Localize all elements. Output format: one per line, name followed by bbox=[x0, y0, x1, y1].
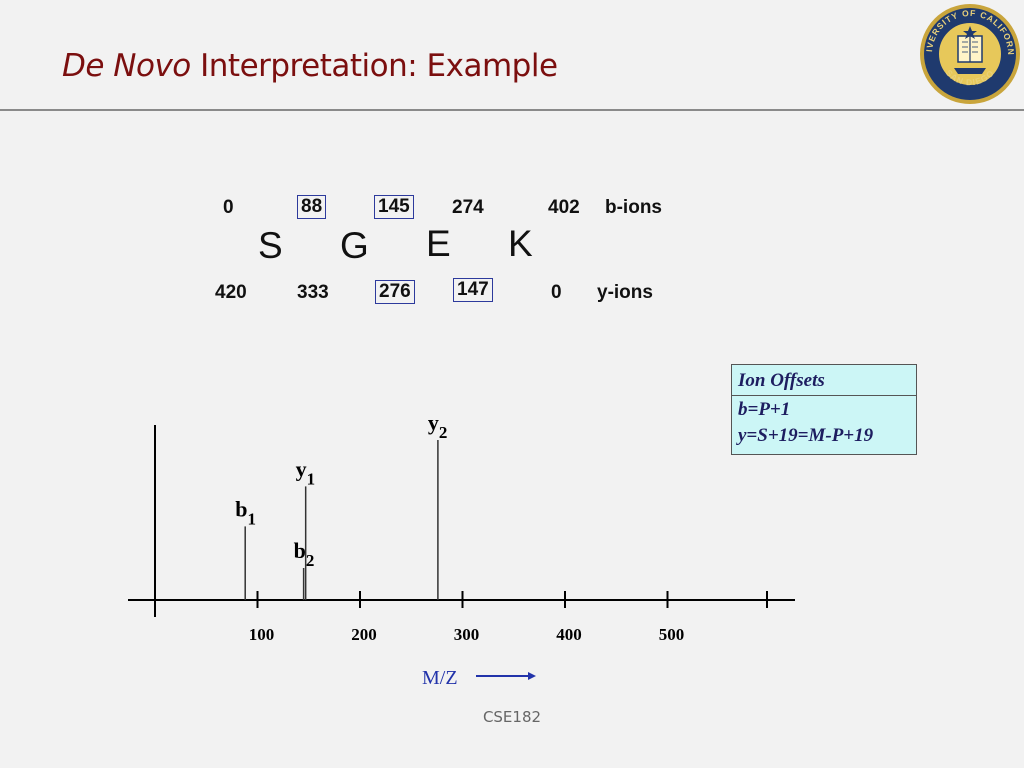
title-divider bbox=[0, 109, 1024, 111]
peak-label-b2: b2 bbox=[294, 538, 315, 570]
b-ion-4: 402 bbox=[548, 197, 580, 218]
peak-label-b1: b1 bbox=[235, 496, 256, 528]
y-ion-2: 276 bbox=[375, 280, 415, 304]
mz-arrow-head bbox=[528, 672, 536, 680]
residue-2: E bbox=[426, 223, 451, 264]
y-ion-0: 420 bbox=[215, 282, 247, 303]
b-offset-formula: b=P+1 bbox=[738, 399, 791, 420]
b-ion-2: 145 bbox=[374, 195, 414, 219]
y-offset-formula: y=S+19=M-P+19 bbox=[738, 425, 874, 446]
y-ion-1: 333 bbox=[297, 282, 329, 303]
ion-offsets-header: Ion Offsets bbox=[732, 365, 916, 396]
peak-label-y2: y2 bbox=[428, 410, 448, 442]
b-ion-1: 88 bbox=[297, 195, 327, 219]
residue-0: S bbox=[258, 225, 283, 266]
peak-label-y1: y1 bbox=[296, 456, 316, 488]
y-ion-3: 147 bbox=[453, 278, 493, 302]
x-tick-label-200: 200 bbox=[351, 625, 377, 644]
ion-offsets-box: Ion Offsets b=P+1 y=S+19=M-P+19 bbox=[731, 364, 917, 455]
university-seal-logo: UNIVERSITY OF CALIFORNIA SAN DIEGO bbox=[918, 2, 1020, 104]
title-italic: De Novo bbox=[62, 48, 191, 84]
x-tick-label-300: 300 bbox=[454, 625, 480, 644]
y-ions-label: y-ions bbox=[597, 282, 653, 303]
b-ion-0: 0 bbox=[223, 197, 234, 218]
residue-3: K bbox=[508, 223, 533, 264]
y-ion-4: 0 bbox=[551, 282, 562, 303]
b-ion-3: 274 bbox=[452, 197, 484, 218]
residue-1: G bbox=[340, 225, 369, 266]
footer-course-code: CSE182 bbox=[482, 708, 542, 726]
title-bar bbox=[0, 0, 1024, 110]
x-tick-label-500: 500 bbox=[659, 625, 685, 644]
b-ions-label: b-ions bbox=[605, 197, 662, 218]
x-tick-label-100: 100 bbox=[249, 625, 275, 644]
title-rest: Interpretation: Example bbox=[190, 48, 558, 84]
x-axis-label: M/Z bbox=[422, 667, 458, 689]
slide-title: De Novo Interpretation: Example bbox=[62, 48, 558, 84]
x-tick-label-400: 400 bbox=[556, 625, 582, 644]
